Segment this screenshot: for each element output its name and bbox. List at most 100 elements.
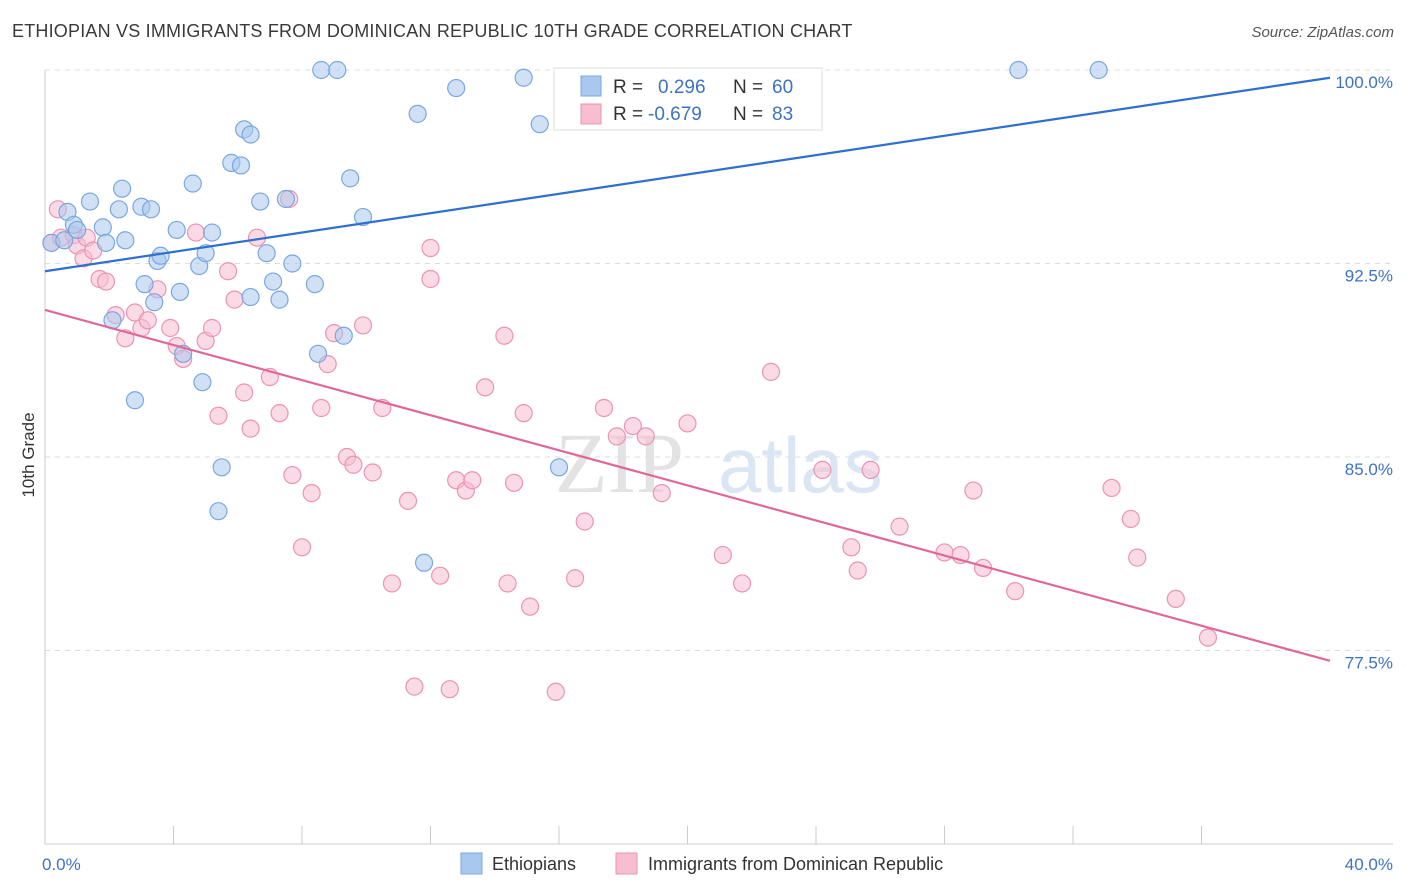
dominican-point: [713, 545, 732, 565]
dominican-point: [565, 569, 585, 588]
dominican-point: [209, 406, 228, 425]
dominican-point: [405, 677, 424, 696]
y-tick-label: 92.5%: [1345, 267, 1393, 286]
dominican-point: [1121, 509, 1140, 529]
legend-label-ethiopians: Ethiopians: [492, 854, 576, 874]
ethiopian-point: [145, 293, 164, 312]
dominican-point: [1006, 582, 1025, 601]
dominican-point: [312, 398, 331, 418]
dominican-point: [1128, 548, 1147, 567]
ethiopian-point: [263, 272, 283, 291]
dominican-point: [842, 538, 861, 557]
stats-legend: R = 0.296 N = 60 R = -0.679 N = 83: [553, 67, 823, 131]
x-tick-label: 0.0%: [42, 855, 81, 874]
ethiopian-points: [42, 60, 1108, 572]
dominican-point: [382, 574, 402, 593]
y-tick-label: 100.0%: [1335, 73, 1393, 92]
ethiopian-point: [116, 231, 135, 250]
trend-lines: [44, 76, 1331, 662]
ethiopian-point: [530, 115, 549, 134]
dominican-point: [225, 290, 244, 309]
x-tick-label: 40.0%: [1345, 855, 1393, 874]
ethiopian-point: [308, 344, 328, 363]
ethiopian-point: [196, 244, 215, 263]
ethiopian-point: [251, 192, 270, 211]
y-tick-label: 77.5%: [1345, 654, 1393, 673]
dominican-point: [476, 378, 495, 397]
ethiopian-point: [96, 233, 116, 252]
dominican-point: [302, 484, 321, 503]
stats-r-value-dominican: -0.679: [648, 104, 702, 125]
y-axis-title: 10th Grade: [19, 412, 38, 497]
stats-n-label-ethiopians: N =: [733, 77, 763, 98]
stats-r-value-ethiopians: 0.296: [658, 77, 706, 98]
axes: [44, 70, 1393, 845]
dominican-point: [678, 414, 697, 433]
dominican-point: [398, 491, 418, 510]
watermark-atlas: atlas: [718, 421, 883, 509]
chart-title: ETHIOPIAN VS IMMIGRANTS FROM DOMINICAN R…: [12, 21, 853, 41]
ethiopian-point: [125, 391, 145, 410]
ethiopian-point: [231, 156, 251, 175]
ethiopian-point: [341, 169, 360, 188]
dominican-point: [848, 561, 867, 580]
stats-swatch-dominican: [580, 103, 602, 125]
dominican-point: [283, 465, 302, 485]
ethiopian-point: [257, 244, 276, 263]
gridlines: [45, 69, 1393, 651]
ethiopian-point: [305, 275, 324, 294]
dominican-point: [1102, 478, 1121, 498]
stats-n-value-ethiopians: 60: [772, 77, 793, 98]
dominican-point: [861, 460, 880, 479]
dominican-point: [353, 316, 373, 335]
ethiopian-point: [276, 189, 296, 209]
dominican-point: [890, 517, 909, 536]
dominican-point: [292, 538, 312, 557]
ethiopian-point: [193, 373, 212, 392]
dominican-point: [546, 682, 565, 701]
ethiopian-point: [408, 104, 427, 123]
legend-swatch-ethiopians: [460, 852, 483, 875]
dominican-point: [594, 398, 614, 418]
ethiopian-point: [447, 78, 466, 98]
dominican-point: [1166, 589, 1185, 609]
dominican-point: [421, 238, 440, 258]
ethiopian-point: [141, 200, 161, 219]
dominican-point: [363, 463, 382, 482]
dominican-point: [623, 416, 642, 436]
ethiopian-point: [209, 502, 228, 521]
ethiopian-point: [328, 60, 347, 80]
ethiopian-point: [334, 326, 353, 345]
dominican-trend-line: [44, 308, 1331, 662]
dominican-point: [495, 326, 514, 345]
ethiopian-point: [167, 220, 186, 240]
dominican-point: [504, 473, 524, 492]
ethiopian-point: [414, 553, 434, 572]
ethiopian-point: [1089, 60, 1108, 80]
dominican-point: [270, 404, 289, 423]
legend-swatch-dominican: [615, 852, 638, 875]
dominican-point: [421, 269, 440, 289]
dominican-point: [219, 262, 238, 281]
ethiopian-point: [68, 220, 87, 240]
dominican-point: [652, 484, 671, 503]
ethiopian-point: [109, 200, 128, 219]
stats-n-label-dominican: N =: [733, 104, 763, 125]
ethiopian-point: [55, 231, 74, 250]
dominican-point: [431, 566, 450, 585]
stats-swatch-ethiopians: [580, 75, 602, 97]
dominican-point: [202, 318, 222, 338]
ethiopian-point: [241, 287, 260, 307]
dominican-point: [514, 404, 533, 423]
dominican-point: [186, 223, 206, 242]
ethiopian-point: [1009, 60, 1028, 80]
dominican-point: [235, 383, 254, 402]
ethiopian-point: [549, 458, 569, 477]
dominican-point: [498, 574, 517, 593]
dominican-point: [1198, 628, 1218, 647]
ethiopian-point: [312, 60, 331, 80]
dominican-point: [964, 481, 983, 500]
dominican-point: [607, 427, 626, 446]
dominican-point: [241, 419, 260, 438]
